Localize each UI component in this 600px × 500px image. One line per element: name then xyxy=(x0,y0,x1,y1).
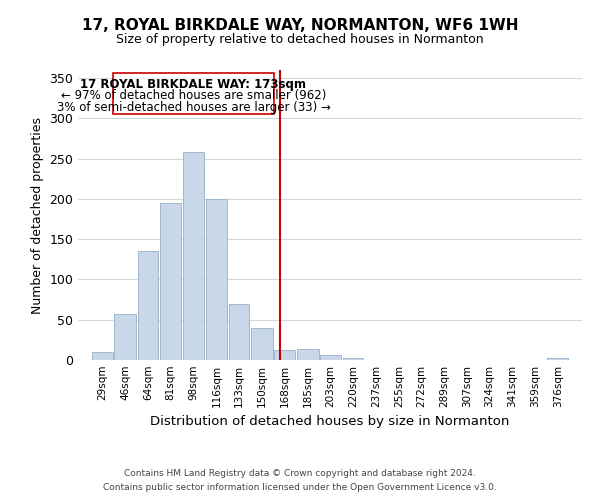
Text: Size of property relative to detached houses in Normanton: Size of property relative to detached ho… xyxy=(116,32,484,46)
Bar xyxy=(229,304,249,360)
X-axis label: Distribution of detached houses by size in Normanton: Distribution of detached houses by size … xyxy=(151,416,509,428)
Bar xyxy=(297,348,319,360)
Text: Contains public sector information licensed under the Open Government Licence v3: Contains public sector information licen… xyxy=(103,484,497,492)
Bar xyxy=(274,350,295,360)
Bar xyxy=(115,314,136,360)
Bar xyxy=(182,152,205,360)
FancyBboxPatch shape xyxy=(113,73,274,114)
Y-axis label: Number of detached properties: Number of detached properties xyxy=(31,116,44,314)
Bar xyxy=(343,358,363,360)
Text: Contains HM Land Registry data © Crown copyright and database right 2024.: Contains HM Land Registry data © Crown c… xyxy=(124,468,476,477)
Bar xyxy=(547,358,568,360)
Bar xyxy=(160,203,181,360)
Text: 17, ROYAL BIRKDALE WAY, NORMANTON, WF6 1WH: 17, ROYAL BIRKDALE WAY, NORMANTON, WF6 1… xyxy=(82,18,518,32)
Bar xyxy=(138,251,158,360)
Bar xyxy=(92,352,113,360)
Bar xyxy=(206,199,227,360)
Text: ← 97% of detached houses are smaller (962): ← 97% of detached houses are smaller (96… xyxy=(61,90,326,102)
Text: 17 ROYAL BIRKDALE WAY: 173sqm: 17 ROYAL BIRKDALE WAY: 173sqm xyxy=(80,78,307,91)
Bar xyxy=(320,355,341,360)
Text: 3% of semi-detached houses are larger (33) →: 3% of semi-detached houses are larger (3… xyxy=(56,100,331,114)
Bar xyxy=(251,328,272,360)
